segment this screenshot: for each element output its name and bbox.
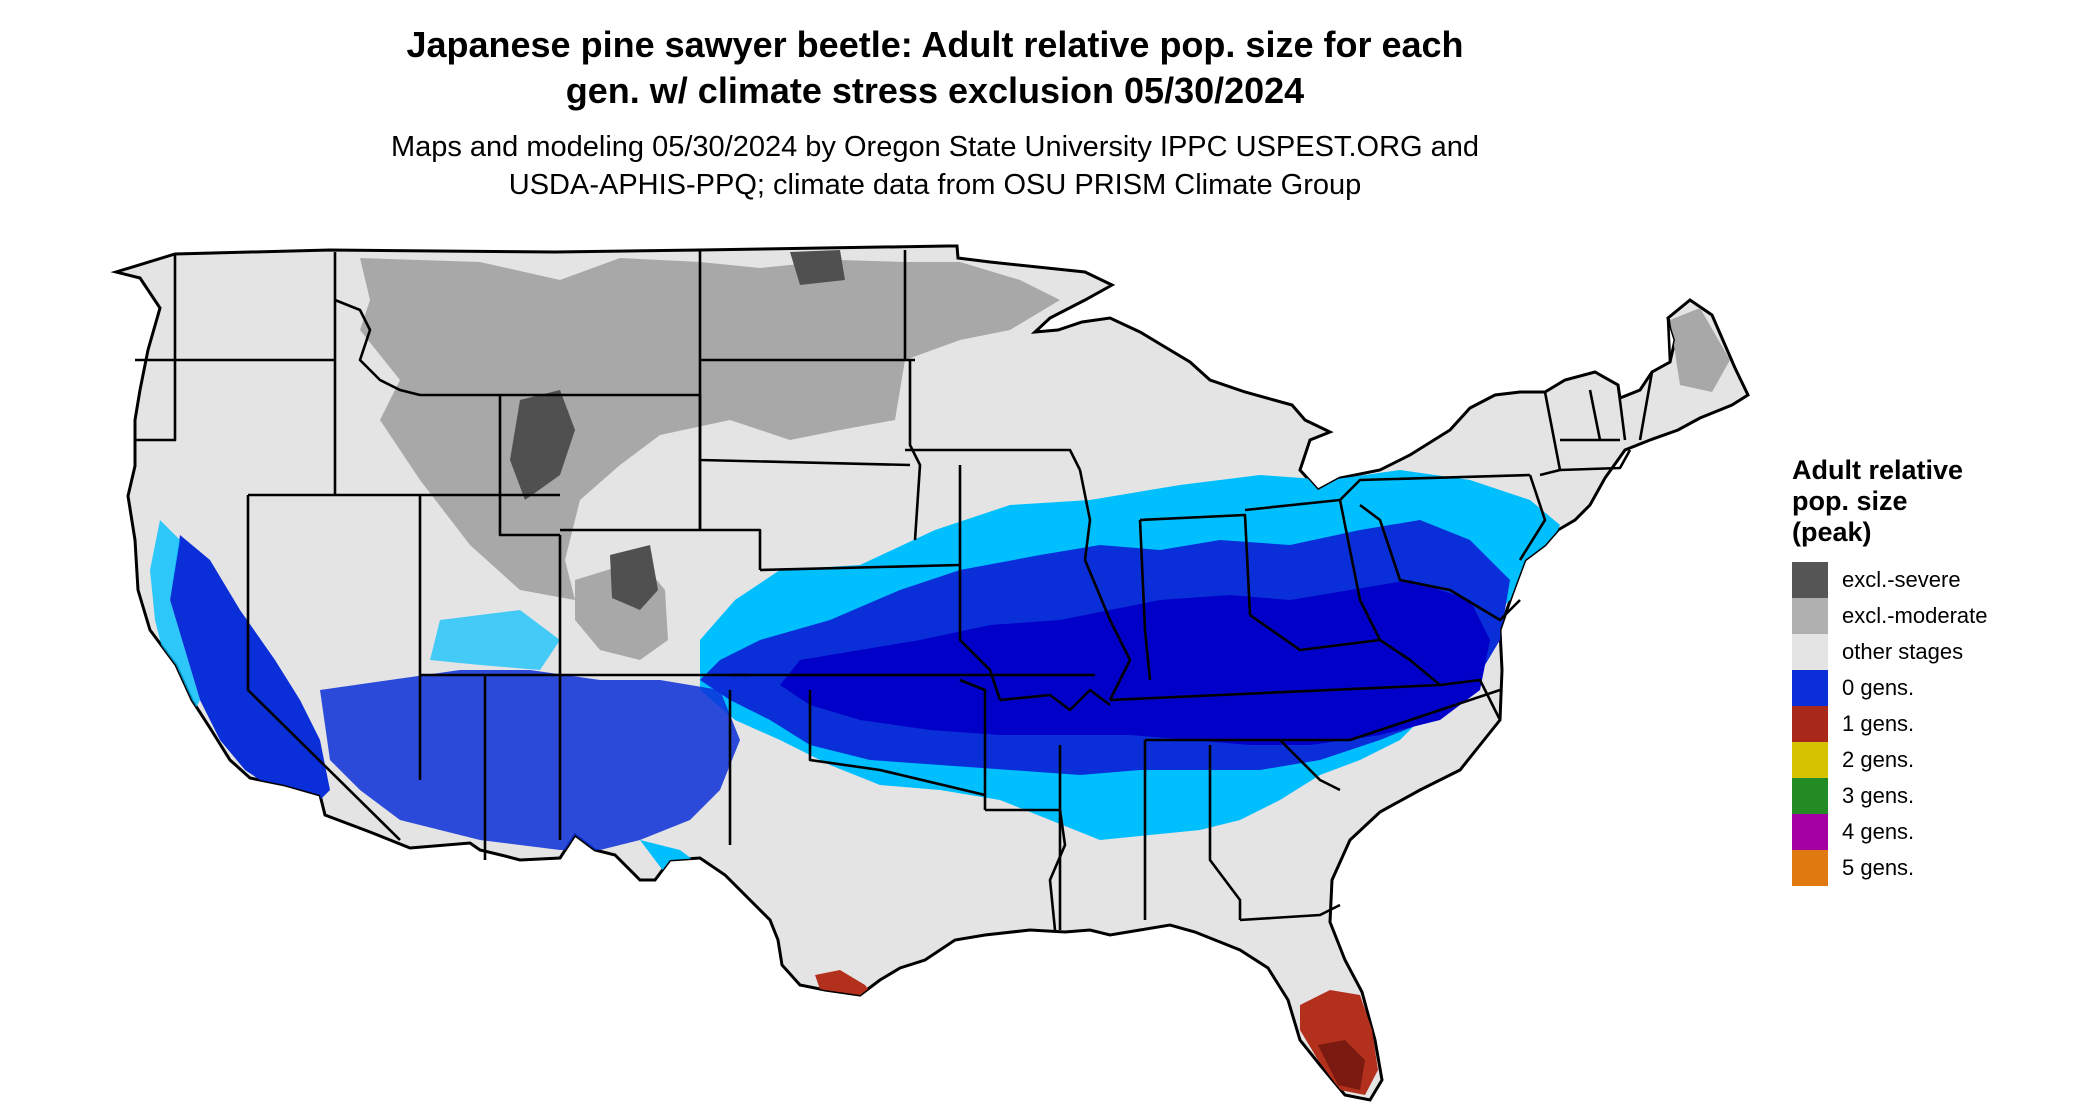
border-line	[560, 528, 762, 570]
legend-swatch	[1792, 814, 1828, 850]
legend-item: 4 gens.	[1792, 814, 2092, 850]
border-line	[999, 688, 1111, 712]
texas-1gen-dark	[845, 1010, 888, 1058]
border-line	[1139, 513, 1252, 616]
excl-moderate-maine	[1670, 308, 1730, 392]
legend-label: 4 gens.	[1842, 819, 1915, 844]
border-line	[1239, 903, 1341, 922]
border-line	[1244, 498, 1382, 652]
legend-swatch	[1792, 706, 1828, 742]
border-line	[1588, 389, 1602, 441]
border-line	[1208, 745, 1242, 920]
legend-title: Adult relative pop. size (peak)	[1792, 455, 2092, 548]
legend-label: other stages	[1842, 639, 1964, 664]
legend-item: 2 gens.	[1792, 742, 2092, 778]
legend-item: excl.-severe	[1792, 562, 2092, 598]
legend-label: 0 gens.	[1842, 675, 1915, 700]
legend-title-line3: (peak)	[1792, 517, 1872, 547]
legend-swatch	[1792, 562, 1828, 598]
border-line	[1359, 503, 1521, 622]
map-data-layer	[150, 250, 1730, 1095]
border-line	[959, 678, 987, 795]
legend-label: excl.-severe	[1842, 567, 1961, 592]
southwest-light-blue	[430, 610, 560, 670]
us-map	[110, 244, 1750, 1102]
legend-swatch	[1792, 850, 1828, 886]
excl-moderate-zone	[360, 258, 1060, 600]
border-line	[808, 690, 987, 810]
excl-severe-northdakota	[790, 250, 845, 285]
florida-1gen-dark	[1318, 1040, 1365, 1090]
border-line	[334, 298, 500, 397]
legend-swatch	[1792, 778, 1828, 814]
legend-title-line1: Adult relative	[1792, 455, 1964, 485]
state-borders	[135, 250, 1672, 931]
border-line	[135, 254, 177, 442]
legend: Adult relative pop. size (peak) excl.-se…	[1792, 455, 2092, 886]
legend-label: 1 gens.	[1842, 711, 1915, 736]
border-line	[498, 395, 560, 537]
border-line	[1379, 638, 1441, 686]
map-subtitle-line1: Maps and modeling 05/30/2024 by Oregon S…	[390, 131, 1480, 163]
southwest-blue-band	[320, 670, 740, 850]
map-subtitle: Maps and modeling 05/30/2024 by Oregon S…	[0, 128, 1870, 204]
border-line	[958, 465, 1002, 701]
border-line	[1518, 474, 1547, 561]
border-line	[1616, 384, 1627, 441]
border-line	[905, 448, 1082, 471]
legend-label: 5 gens.	[1842, 855, 1915, 880]
border-line	[985, 808, 1067, 931]
legend-label: 3 gens.	[1842, 783, 1915, 808]
legend-swatch	[1792, 598, 1828, 634]
border-line	[1078, 469, 1132, 701]
california-light-blue-edge	[150, 520, 200, 720]
border-line	[908, 360, 922, 541]
border-line	[759, 563, 961, 572]
border-line	[1666, 317, 1672, 363]
border-line	[1109, 683, 1441, 702]
legend-item: 0 gens.	[1792, 670, 2092, 706]
map-subtitle-line2: USDA-APHIS-PPQ; climate data from OSU PR…	[508, 169, 1362, 201]
legend-swatch	[1792, 670, 1828, 706]
legend-label: excl.-moderate	[1842, 603, 1988, 628]
border-line	[246, 495, 401, 841]
map-title-line1: Japanese pine sawyer beetle: Adult relat…	[406, 24, 1464, 65]
legend-item: excl.-moderate	[1792, 598, 2092, 634]
border-line	[1145, 688, 1501, 742]
border-line	[1339, 473, 1531, 501]
border-line	[1638, 371, 1654, 441]
california-blue-zone	[170, 535, 330, 810]
dark-blue-zone	[780, 580, 1490, 745]
legend-item: 3 gens.	[1792, 778, 2092, 814]
border-line	[1138, 519, 1152, 681]
border-line	[1559, 449, 1632, 472]
map-title-line2: gen. w/ climate stress exclusion 05/30/2…	[565, 70, 1305, 111]
border-line	[1439, 678, 1502, 721]
excl-severe-colorado	[610, 545, 658, 610]
legend-label: 2 gens.	[1842, 747, 1915, 772]
legend-item: 1 gens.	[1792, 706, 2092, 742]
legend-swatch	[1792, 742, 1828, 778]
map-title: Japanese pine sawyer beetle: Adult relat…	[0, 22, 1870, 114]
legend-title-line2: pop. size	[1792, 486, 1908, 516]
legend-item: other stages	[1792, 634, 2092, 670]
texas-1gen-zone	[815, 970, 895, 1060]
excl-severe-wyoming	[510, 390, 575, 500]
legend-item: 5 gens.	[1792, 850, 2092, 886]
legend-items: excl.-severe excl.-moderate other stages 0 …	[1792, 562, 2092, 886]
legend-swatch	[1792, 634, 1828, 670]
border-line	[1279, 739, 1341, 792]
